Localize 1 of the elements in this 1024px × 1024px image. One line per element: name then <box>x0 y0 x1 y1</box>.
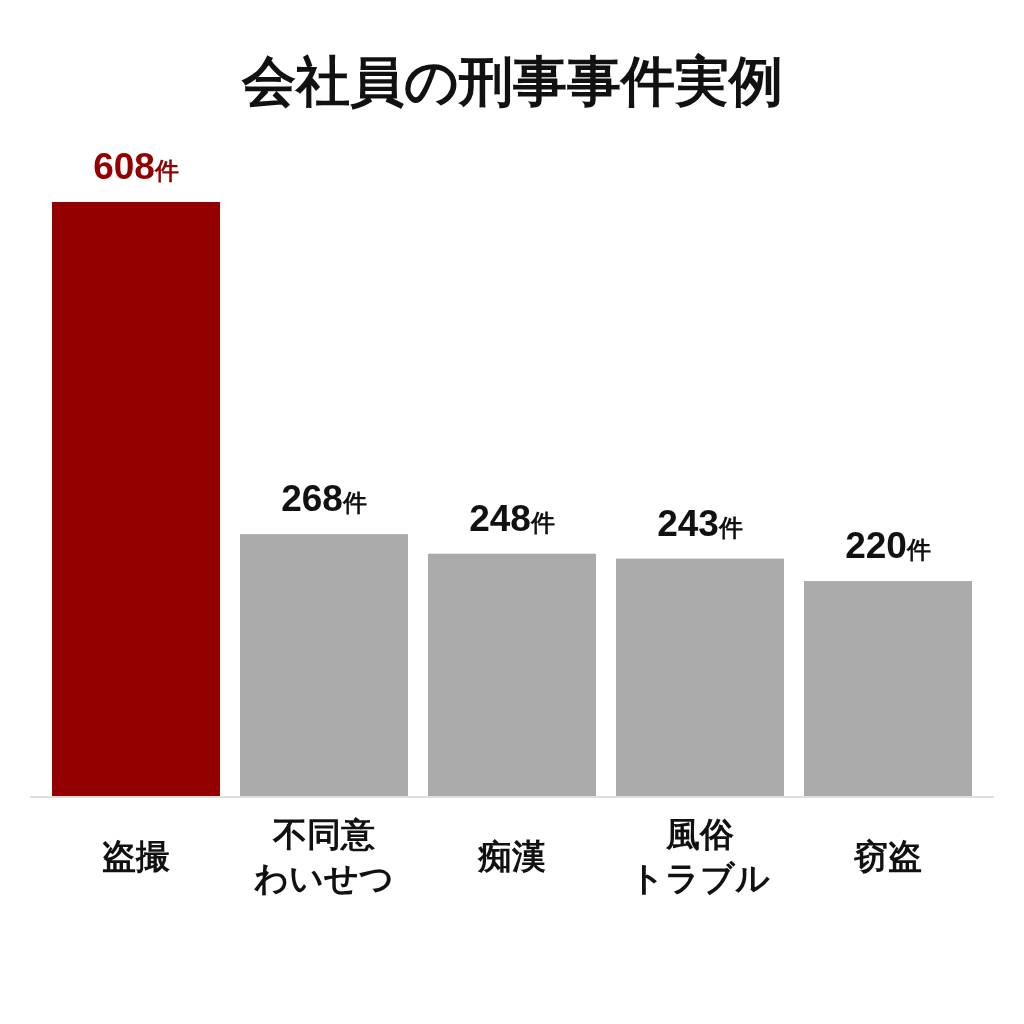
title: 会社員の刑事事件実例 <box>241 51 783 111</box>
